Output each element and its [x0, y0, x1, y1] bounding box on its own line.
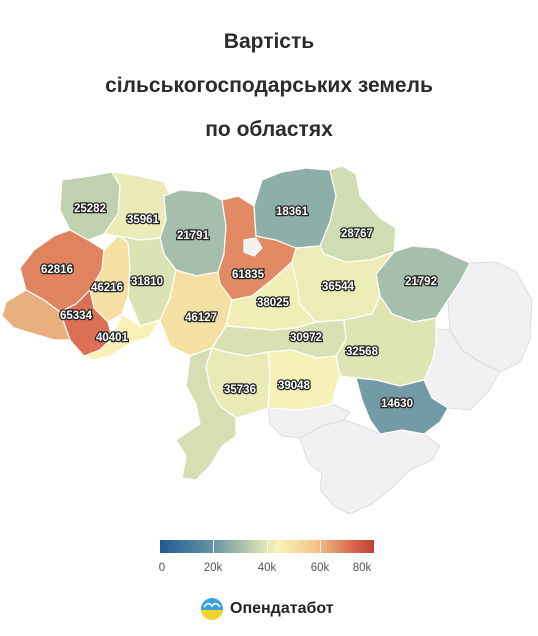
value-label-zaporizhzhia: 14630 — [381, 398, 413, 410]
region-zaporizhzhia[interactable] — [355, 377, 449, 435]
value-label-kherson: 39048 — [278, 380, 311, 392]
region-ivano-frankivsk[interactable] — [59, 289, 113, 357]
legend-tick-0: 0 — [158, 562, 166, 574]
region-kherson[interactable] — [267, 349, 341, 411]
region-zakarpattia[interactable] — [1, 289, 71, 341]
value-label-dnipropetrovsk: 32568 — [346, 346, 379, 358]
value-label-lviv: 62816 — [41, 264, 73, 276]
value-label-poltava: 36544 — [322, 281, 355, 293]
value-label-zhytomyr: 21791 — [177, 230, 210, 242]
value-label-kirovohrad: 30972 — [290, 332, 322, 344]
brand: Опендатабот — [200, 596, 334, 622]
legend-tick-60k: 60k — [310, 562, 330, 574]
value-label-cherkasy: 38025 — [257, 297, 290, 309]
legend-separator — [320, 540, 321, 553]
value-label-sumy: 28767 — [341, 228, 373, 240]
opendatabot-logo-icon — [201, 598, 223, 620]
legend-tick-40k: 40k — [257, 562, 277, 574]
value-label-vinnytsia: 46127 — [185, 312, 217, 324]
region-odesa[interactable] — [175, 347, 237, 481]
value-label-chernivtsi: 40401 — [96, 332, 129, 344]
brand-name: Опендатабот — [230, 600, 334, 617]
region-kyiv-city — [243, 237, 263, 257]
map-title-line-3: по областях — [205, 118, 333, 141]
map-title-line-2: сільськогосподарських земель — [105, 74, 433, 97]
legend-separator — [267, 540, 268, 553]
legend-separator — [213, 540, 214, 553]
ukraine-choropleth-map: 25282 35961 21791 61835 18361 28767 2179… — [1, 165, 533, 515]
region-chernivtsi[interactable] — [83, 313, 161, 361]
value-label-ternopil: 46216 — [91, 282, 123, 294]
value-label-kyiv-oblast: 61835 — [232, 269, 265, 281]
value-label-mykolaiv: 35736 — [224, 384, 256, 396]
value-label-kharkiv: 21792 — [405, 276, 437, 288]
map-title-line-1: Вартість — [223, 30, 315, 53]
legend-tick-80k: 80k — [352, 562, 372, 574]
value-label-khmelnytskyi: 31810 — [131, 276, 163, 288]
value-label-rivne: 35961 — [127, 214, 160, 226]
legend-tick-20k: 20k — [203, 562, 223, 574]
region-crimea — [299, 419, 441, 515]
value-label-chernihiv: 18361 — [276, 206, 309, 218]
value-label-ivano-frankivsk: 65334 — [60, 310, 93, 322]
value-label-volyn: 25282 — [74, 203, 106, 215]
